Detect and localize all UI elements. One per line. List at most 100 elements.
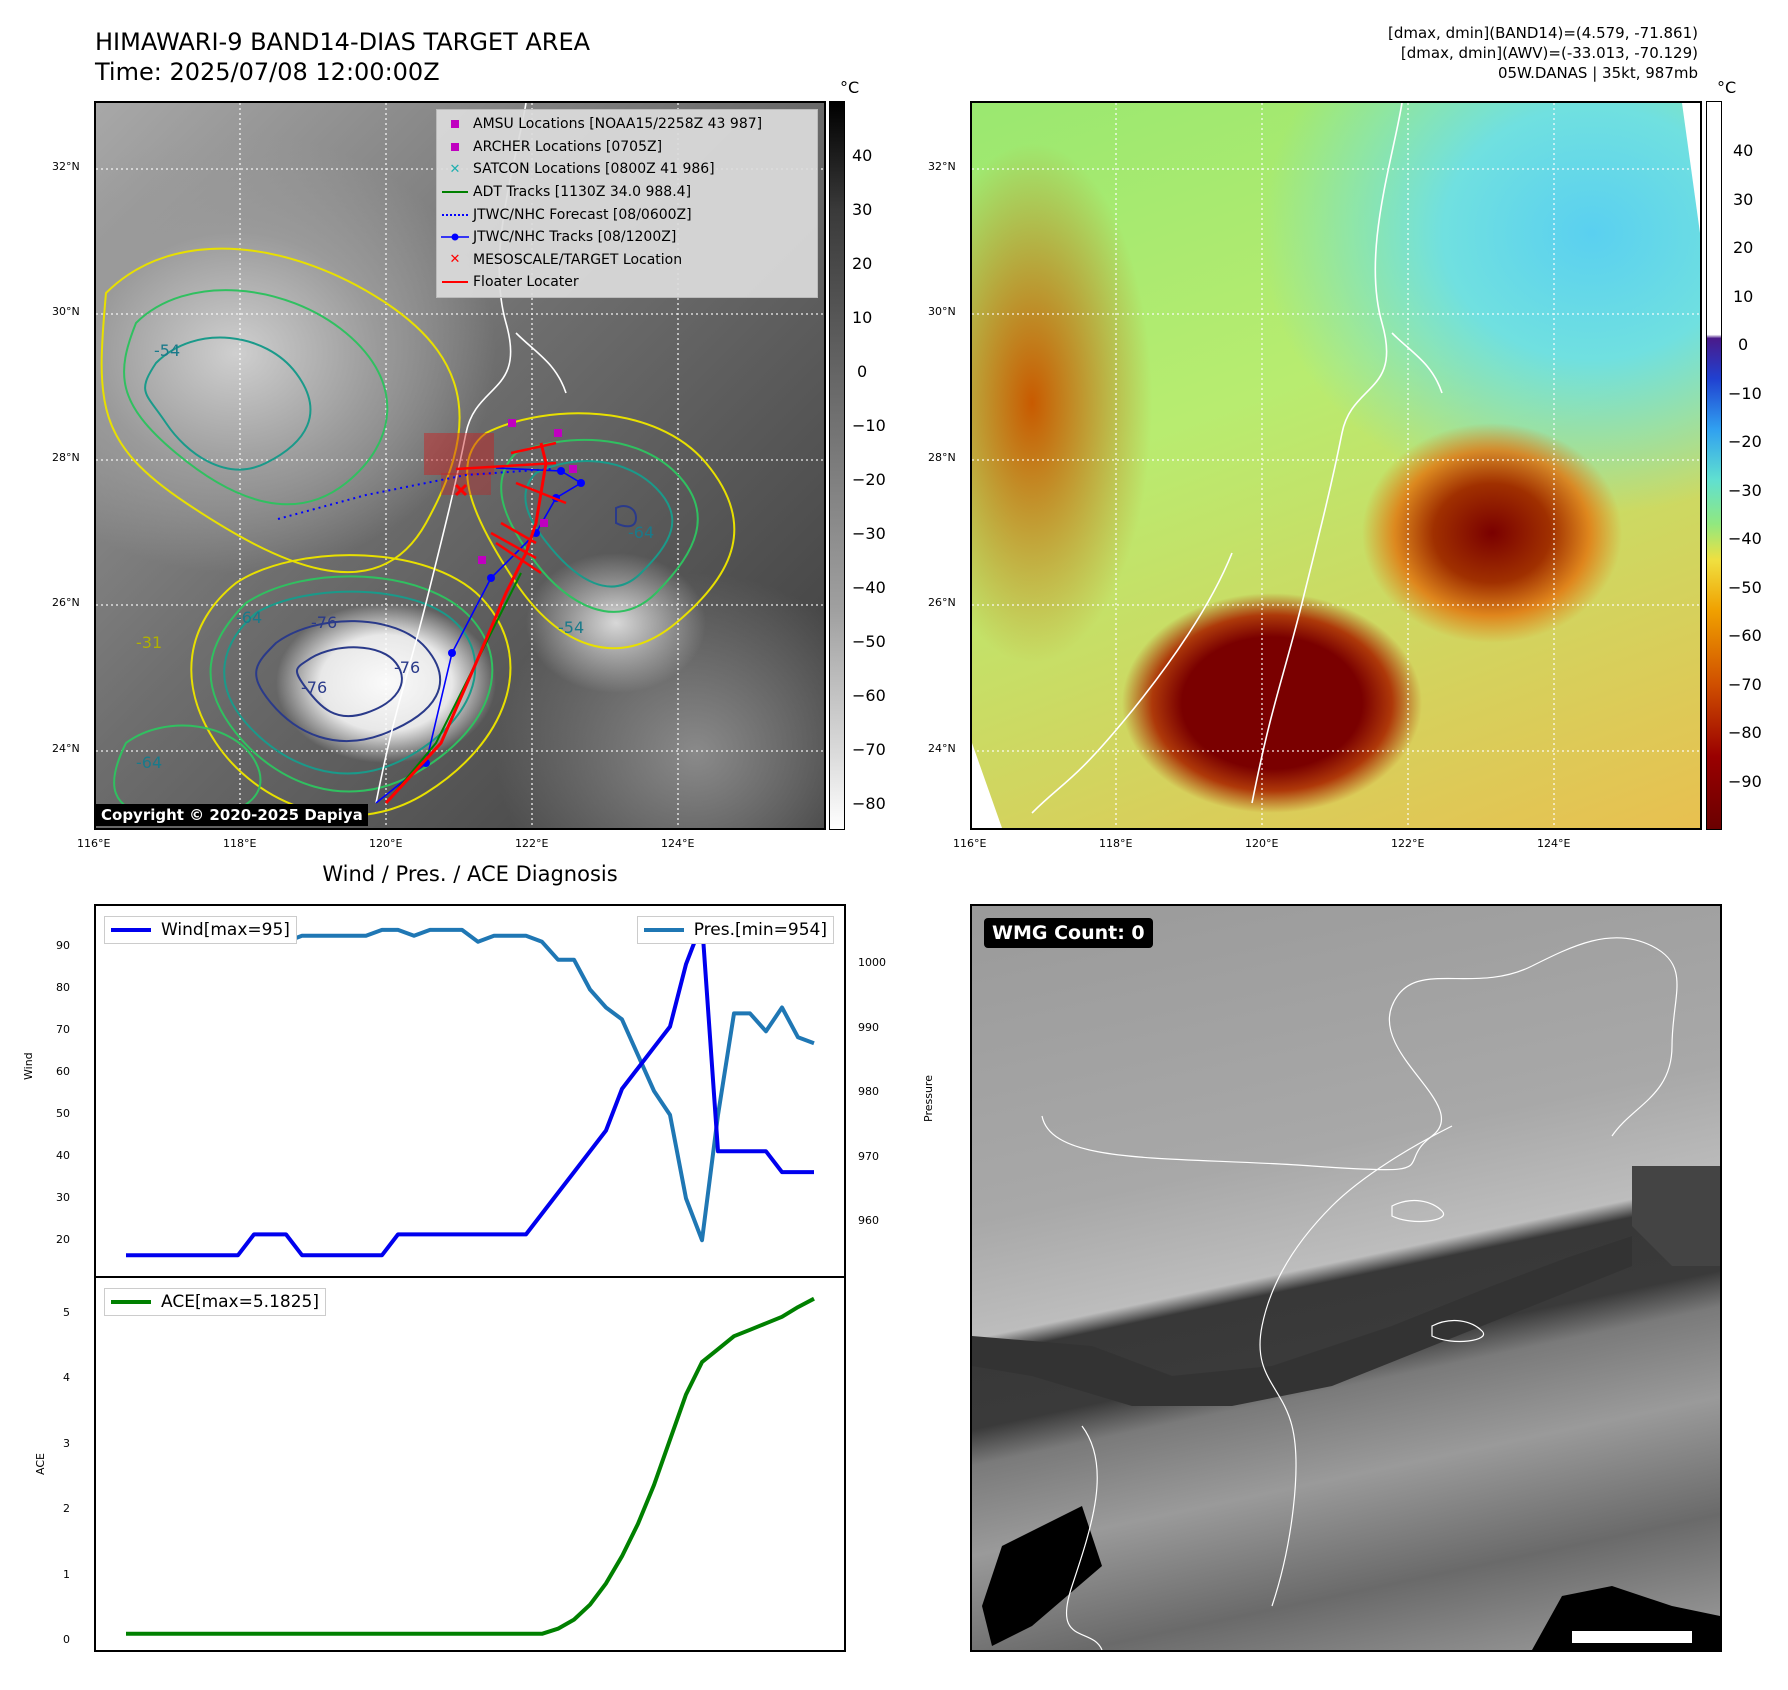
ace-ytick: 4 <box>63 1371 70 1384</box>
pressure-series-line <box>126 921 815 1243</box>
colorbar-tick: −10 <box>852 416 886 435</box>
colorbar-tick: −50 <box>1728 578 1762 597</box>
wind-ytick: 70 <box>56 1023 70 1036</box>
ace-ylabel: ACE <box>34 1453 47 1475</box>
legend-item-amsu: AMSU Locations [NOAA15/2258Z 43 987] <box>437 113 817 136</box>
wmg-panel: WMG Count: 0 <box>970 904 1722 1652</box>
pres-yticks: 1000 990 980 970 960 <box>854 904 914 1278</box>
wmg-overlay <box>972 937 1720 1650</box>
lat-tick: 24°N <box>52 742 80 755</box>
pres-swatch-icon <box>643 928 684 932</box>
legend-item-floater: Floater Locater <box>437 271 817 294</box>
map-legend: AMSU Locations [NOAA15/2258Z 43 987] ARC… <box>436 109 818 298</box>
info-storm: 05W.DANAS | 35kt, 987mb <box>1497 64 1698 82</box>
contour-label: -54 <box>154 341 181 360</box>
wind-yticks: 90 80 70 60 50 40 30 20 <box>0 904 84 1278</box>
ace-ytick: 3 <box>63 1437 70 1450</box>
square-marker-icon <box>451 142 459 151</box>
square-marker-icon <box>451 120 459 129</box>
contour-label: -31 <box>136 633 163 652</box>
lon-tick: 118°E <box>1099 837 1133 850</box>
pres-ytick: 980 <box>858 1085 879 1098</box>
lon-tick: 124°E <box>661 837 695 850</box>
figure-title: HIMAWARI-9 BAND14-DIAS TARGET AREA <box>95 28 591 56</box>
wind-ylabel: Wind <box>22 1052 35 1080</box>
lon-tick: 124°E <box>1537 837 1571 850</box>
lat-tick: 32°N <box>928 160 956 173</box>
colorbar-tick: 40 <box>852 146 873 165</box>
ace-swatch-icon <box>111 1300 151 1304</box>
diagnosis-title: Wind / Pres. / ACE Diagnosis <box>322 862 618 886</box>
colorbar-tick: −20 <box>1728 432 1762 451</box>
colorbar-tick: 0 <box>1738 335 1749 354</box>
contour-label: -76 <box>301 678 328 697</box>
ir-colorbar-unit: °C <box>840 78 860 97</box>
ace-plot <box>126 1296 815 1636</box>
lon-tick: 116°E <box>77 837 111 850</box>
legend-item-jtwc-tracks: JTWC/NHC Tracks [08/1200Z] <box>437 226 817 249</box>
wind-ytick: 90 <box>56 939 70 952</box>
contour-label: -76 <box>394 658 421 677</box>
colorbar-tick: −80 <box>1728 723 1762 742</box>
bd-colorbar-ticks: 40 30 20 10 0 −10 −20 −30 −40 −50 −60 −7… <box>1728 101 1778 830</box>
legend-item-mesoscale: ✕ MESOSCALE/TARGET Location <box>437 249 817 272</box>
wind-ytick: 40 <box>56 1149 70 1162</box>
wind-pres-chart: Wind[max=95] Pres.[min=954] <box>94 904 846 1278</box>
line-swatch-icon <box>442 191 468 194</box>
wind-swatch-icon <box>111 928 151 932</box>
lon-tick: 120°E <box>369 837 403 850</box>
ir-map-panel: -54 -64 -76 -76 -64 -64 -31 -54 -47 -76 … <box>94 101 826 830</box>
colorbar-tick: −10 <box>1728 384 1762 403</box>
wind-ytick: 60 <box>56 1065 70 1078</box>
colorbar-tick: −70 <box>1728 675 1762 694</box>
wind-ytick: 30 <box>56 1191 70 1204</box>
wind-ytick: 20 <box>56 1233 70 1246</box>
colorbar-tick: 10 <box>852 308 873 327</box>
pres-ylabel: Pressure <box>922 1075 935 1122</box>
colorbar-tick: 30 <box>1733 190 1754 209</box>
lat-tick: 28°N <box>52 451 80 464</box>
bd-map-panel <box>970 101 1702 830</box>
colorbar-tick: −80 <box>852 794 886 813</box>
legend-item-satcon: ✕ SATCON Locations [0800Z 41 986] <box>437 158 817 181</box>
ir-colorbar-ticks: 40 30 20 10 0 −10 −20 −30 −40 −50 −60 −7… <box>852 101 902 830</box>
contour-label: -64 <box>236 608 263 627</box>
lon-tick: 122°E <box>515 837 549 850</box>
ace-ytick: 2 <box>63 1502 70 1515</box>
bd-map-overlay <box>972 103 1700 828</box>
lat-tick: 28°N <box>928 451 956 464</box>
lon-tick: 120°E <box>1245 837 1279 850</box>
colorbar-tick: −70 <box>852 740 886 759</box>
colorbar-tick: −90 <box>1728 772 1762 791</box>
colorbar-tick: −30 <box>852 524 886 543</box>
pres-ytick: 960 <box>858 1214 879 1227</box>
ace-legend: ACE[max=5.1825] <box>104 1288 326 1316</box>
lon-tick: 116°E <box>953 837 987 850</box>
colorbar-tick: 10 <box>1733 287 1754 306</box>
contour-label: -76 <box>311 613 338 632</box>
ace-yticks: 5 4 3 2 1 0 <box>0 1276 84 1652</box>
lat-tick: 24°N <box>928 742 956 755</box>
pres-legend: Pres.[min=954] <box>636 916 834 944</box>
lat-tick: 30°N <box>928 305 956 318</box>
bd-colorbar-unit: °C <box>1717 78 1737 97</box>
lon-tick: 122°E <box>1391 837 1425 850</box>
pres-ytick: 970 <box>858 1150 879 1163</box>
colorbar-tick: −30 <box>1728 481 1762 500</box>
ir-colorbar <box>829 101 845 830</box>
pres-ytick: 1000 <box>858 956 886 969</box>
lat-tick: 30°N <box>52 305 80 318</box>
colorbar-tick: −60 <box>1728 626 1762 645</box>
contour-label: -54 <box>558 618 585 637</box>
colorbar-tick: 40 <box>1733 141 1754 160</box>
legend-item-archer: ARCHER Locations [0705Z] <box>437 136 817 159</box>
wmg-count-badge: WMG Count: 0 <box>984 918 1153 948</box>
dot-line-icon <box>437 233 473 241</box>
wind-pres-plot <box>126 920 815 1258</box>
info-band14: [dmax, dmin](BAND14)=(4.579, -71.861) <box>1387 24 1698 42</box>
colorbar-tick: −20 <box>852 470 886 489</box>
colorbar-tick: 30 <box>852 200 873 219</box>
pres-ytick: 990 <box>858 1021 879 1034</box>
colorbar-tick: −40 <box>1728 529 1762 548</box>
lat-tick: 26°N <box>928 596 956 609</box>
